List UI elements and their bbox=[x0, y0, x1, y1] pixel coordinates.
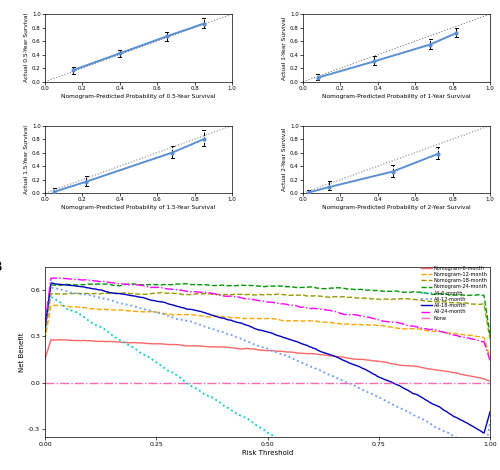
Y-axis label: Actual 2-Year Survival: Actual 2-Year Survival bbox=[282, 128, 288, 191]
Nomogram-12-month bbox=[418, 327, 424, 332]
None bbox=[314, 380, 320, 386]
None bbox=[446, 380, 452, 386]
All-18-month bbox=[48, 280, 54, 286]
All-18-month bbox=[418, 395, 424, 400]
Nomogram-24-month bbox=[42, 326, 48, 331]
All-18-month bbox=[307, 344, 313, 350]
X-axis label: Nomogram-Predicted Probability of 1.5-Year Survival: Nomogram-Predicted Probability of 1.5-Ye… bbox=[62, 205, 216, 210]
Nomogram-24-month bbox=[44, 314, 50, 320]
All-12-month bbox=[418, 415, 424, 421]
All-24-month bbox=[487, 358, 493, 363]
Nomogram-12-month bbox=[57, 302, 63, 308]
Nomogram-24-month bbox=[447, 292, 453, 298]
Nomogram-6-month bbox=[42, 356, 48, 362]
Nomogram-6-month bbox=[308, 351, 314, 356]
All-18-month bbox=[42, 324, 48, 330]
Nomogram-24-month bbox=[418, 290, 424, 295]
Nomogram-18-month bbox=[44, 321, 50, 326]
Y-axis label: Actual 1.5-Year Survival: Actual 1.5-Year Survival bbox=[24, 125, 29, 194]
All-18-month bbox=[308, 345, 314, 350]
All-24-month bbox=[418, 325, 424, 331]
Nomogram-6-month bbox=[447, 369, 453, 375]
X-axis label: Risk Threshold: Risk Threshold bbox=[242, 450, 293, 456]
Nomogram-12-month bbox=[42, 337, 48, 343]
Nomogram-6-month bbox=[57, 337, 63, 343]
Line: All-24-month: All-24-month bbox=[45, 278, 490, 360]
Nomogram-18-month bbox=[316, 293, 322, 299]
All-12-month bbox=[481, 452, 487, 457]
All-24-month bbox=[52, 275, 59, 281]
Line: Nomogram-6-month: Nomogram-6-month bbox=[45, 340, 490, 381]
All-18-month bbox=[447, 411, 453, 416]
All-6-month bbox=[307, 456, 313, 462]
Nomogram-12-month bbox=[487, 355, 493, 361]
All-24-month bbox=[447, 331, 453, 337]
Line: All-6-month: All-6-month bbox=[45, 297, 490, 470]
Nomogram-24-month bbox=[308, 284, 314, 290]
Line: Nomogram-24-month: Nomogram-24-month bbox=[45, 284, 490, 335]
All-12-month bbox=[316, 367, 322, 373]
All-12-month bbox=[48, 285, 54, 290]
Nomogram-18-month bbox=[158, 290, 164, 295]
All-24-month bbox=[316, 306, 322, 311]
All-12-month bbox=[308, 364, 314, 370]
Nomogram-18-month bbox=[307, 293, 313, 299]
Nomogram-6-month bbox=[44, 352, 50, 357]
Nomogram-18-month bbox=[42, 330, 48, 336]
Nomogram-18-month bbox=[418, 298, 424, 303]
Nomogram-24-month bbox=[316, 285, 322, 291]
Line: Nomogram-18-month: Nomogram-18-month bbox=[45, 292, 490, 339]
All-6-month bbox=[44, 318, 50, 323]
X-axis label: Nomogram-Predicted Probability of 0.5-Year Survival: Nomogram-Predicted Probability of 0.5-Ye… bbox=[62, 94, 216, 99]
All-6-month bbox=[42, 330, 48, 336]
All-18-month bbox=[44, 313, 50, 319]
All-18-month bbox=[487, 409, 493, 415]
All-18-month bbox=[316, 348, 322, 353]
None bbox=[44, 380, 50, 386]
All-6-month bbox=[46, 294, 52, 299]
All-24-month bbox=[44, 310, 50, 316]
Nomogram-24-month bbox=[182, 281, 188, 287]
Nomogram-12-month bbox=[447, 330, 453, 336]
Line: All-18-month: All-18-month bbox=[45, 283, 490, 433]
All-12-month bbox=[447, 431, 453, 437]
Nomogram-6-month bbox=[307, 351, 313, 357]
All-24-month bbox=[307, 306, 313, 311]
All-12-month bbox=[487, 421, 493, 426]
Nomogram-24-month bbox=[487, 332, 493, 337]
Text: B: B bbox=[0, 260, 2, 274]
Y-axis label: Actual 0.5-Year Survival: Actual 0.5-Year Survival bbox=[24, 13, 29, 82]
All-12-month bbox=[307, 364, 313, 369]
All-24-month bbox=[308, 306, 314, 311]
Nomogram-18-month bbox=[487, 337, 493, 342]
All-18-month bbox=[481, 430, 487, 436]
None bbox=[42, 380, 48, 386]
X-axis label: Nomogram-Predicted Probability of 1-Year Survival: Nomogram-Predicted Probability of 1-Year… bbox=[322, 94, 471, 99]
All-6-month bbox=[316, 463, 322, 469]
Nomogram-12-month bbox=[307, 318, 313, 324]
Y-axis label: Actual 1-Year Survival: Actual 1-Year Survival bbox=[282, 16, 288, 79]
All-12-month bbox=[44, 316, 50, 322]
Line: All-12-month: All-12-month bbox=[45, 288, 490, 454]
Nomogram-6-month bbox=[487, 378, 493, 384]
Nomogram-12-month bbox=[316, 319, 322, 325]
All-6-month bbox=[308, 457, 314, 462]
Nomogram-18-month bbox=[447, 300, 453, 306]
None bbox=[307, 380, 313, 386]
Nomogram-6-month bbox=[316, 352, 322, 357]
All-12-month bbox=[42, 327, 48, 332]
Nomogram-24-month bbox=[307, 284, 313, 290]
Nomogram-6-month bbox=[418, 365, 424, 370]
Y-axis label: Net Benefit: Net Benefit bbox=[19, 332, 25, 372]
None bbox=[417, 380, 423, 386]
Nomogram-12-month bbox=[308, 318, 314, 324]
None bbox=[306, 380, 312, 386]
Line: Nomogram-12-month: Nomogram-12-month bbox=[45, 305, 490, 358]
All-24-month bbox=[42, 322, 48, 328]
X-axis label: Nomogram-Predicted Probability of 2-Year Survival: Nomogram-Predicted Probability of 2-Year… bbox=[322, 205, 471, 210]
Nomogram-18-month bbox=[308, 293, 314, 299]
None bbox=[487, 380, 493, 386]
Legend: Nomogram-6-month, Nomogram-12-month, Nomogram-18-month, Nomogram-24-month, All-6: Nomogram-6-month, Nomogram-12-month, Nom… bbox=[421, 266, 488, 321]
Nomogram-12-month bbox=[44, 329, 50, 334]
